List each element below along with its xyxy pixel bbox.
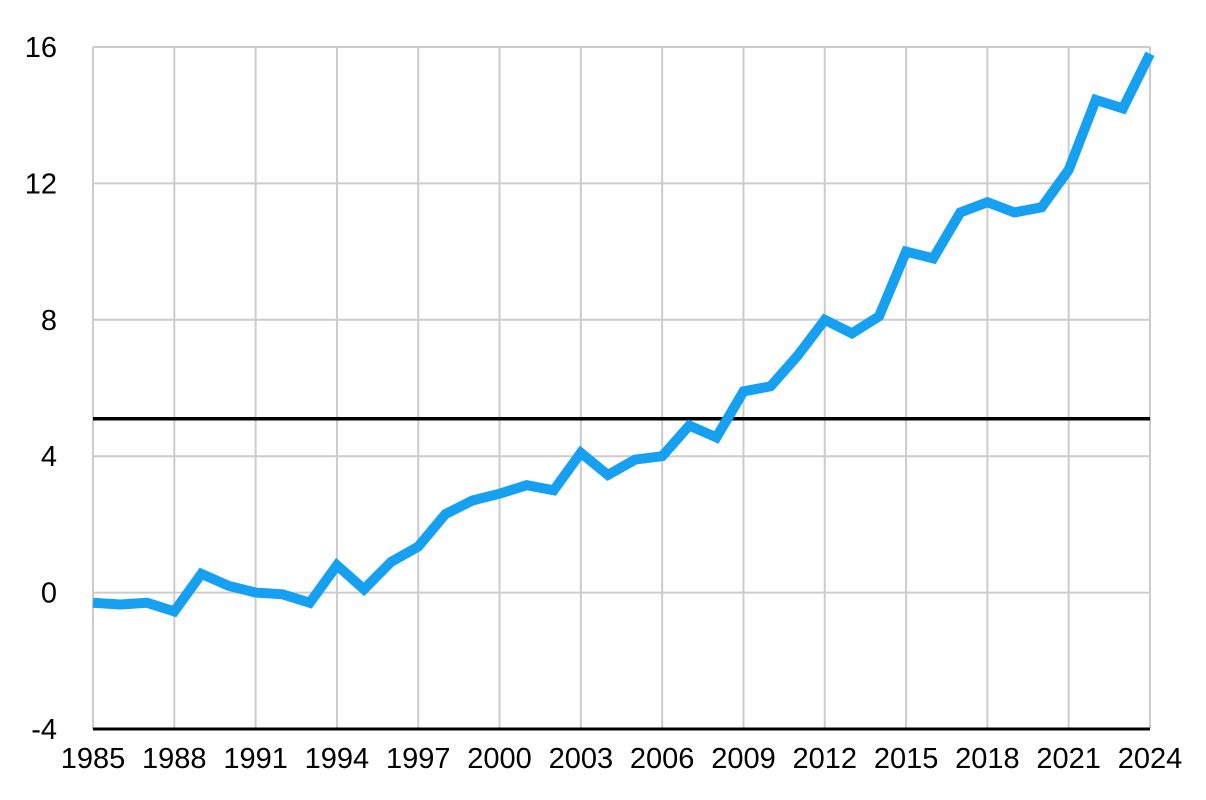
- y-axis-tick-label: 8: [41, 305, 57, 337]
- x-axis-tick-label: 2009: [711, 743, 776, 775]
- y-axis-tick-label: 16: [25, 32, 57, 64]
- x-axis-tick-label: 2000: [467, 743, 532, 775]
- y-axis-tick-label: 4: [41, 441, 57, 473]
- x-axis-tick-label: 2024: [1118, 743, 1183, 775]
- y-axis-tick-label: -4: [31, 714, 57, 746]
- x-axis-tick-label: 2015: [874, 743, 939, 775]
- x-axis-tick-label: 1991: [223, 743, 288, 775]
- x-axis-tick-label: 1997: [386, 743, 451, 775]
- data-line: [92, 51, 1155, 618]
- y-axis-tick-label: 12: [25, 168, 57, 200]
- x-axis-tick-label: 2021: [1036, 743, 1101, 775]
- x-axis-tick-label: 1988: [142, 743, 207, 775]
- x-axis-tick-label: 1985: [61, 743, 126, 775]
- x-axis-tick-label: 2003: [549, 743, 614, 775]
- x-axis-tick-label: 1994: [305, 743, 370, 775]
- y-axis-tick-label: 0: [41, 578, 57, 610]
- x-axis-tick-label: 2006: [630, 743, 695, 775]
- x-axis-tick-label: 2018: [955, 743, 1020, 775]
- x-axis-tick-label: 2012: [793, 743, 858, 775]
